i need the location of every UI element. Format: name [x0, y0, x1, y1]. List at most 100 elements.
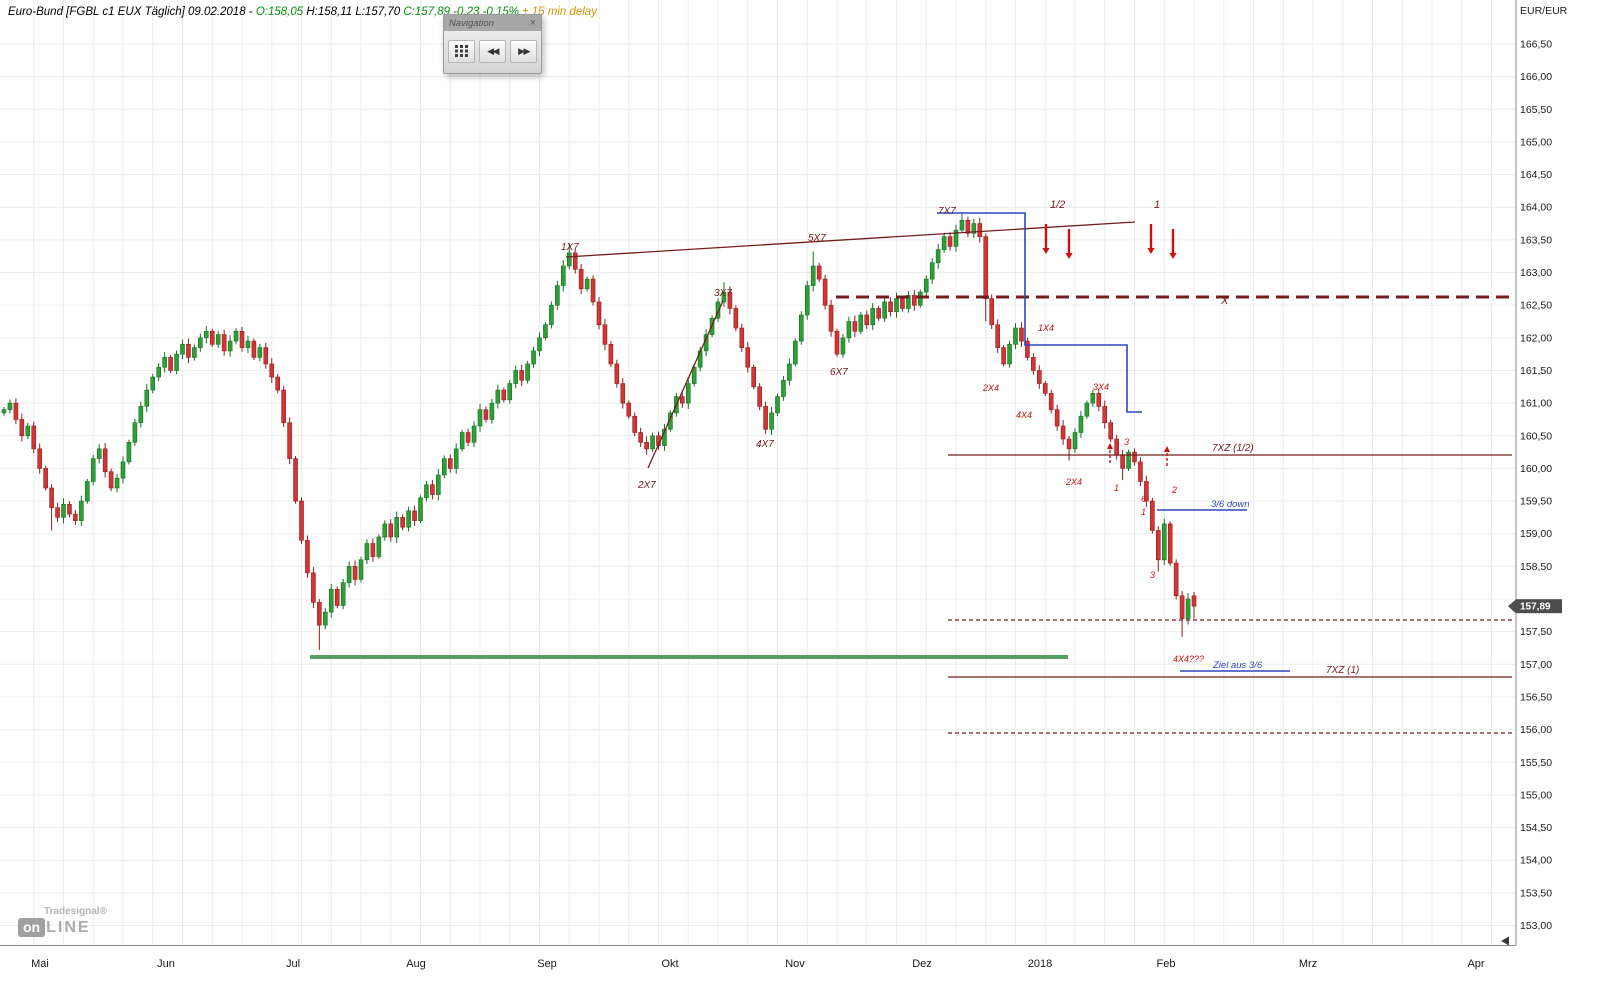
- price-axis-label: 164,50: [1520, 169, 1552, 181]
- candle: [608, 344, 614, 365]
- candle: [721, 291, 727, 303]
- time-axis-label: Mai: [31, 958, 49, 970]
- candle: [1132, 451, 1137, 463]
- trendline-okt-rally: [647, 300, 724, 469]
- price-axis-label: 166,00: [1520, 71, 1552, 83]
- candle: [96, 448, 102, 459]
- navigation-title: Navigation: [449, 17, 494, 29]
- price-marker-notch: [1508, 599, 1516, 614]
- candle: [352, 566, 358, 580]
- chart-annotation: 1: [1141, 507, 1146, 517]
- grid-icon: [455, 44, 468, 59]
- navigation-panel-header[interactable]: Navigation ×: [444, 15, 541, 31]
- forward-button[interactable]: ▶▶: [510, 40, 537, 63]
- candle: [388, 523, 394, 538]
- chart-annotation: X: [1220, 295, 1229, 307]
- price-axis-label: 154,50: [1520, 822, 1552, 834]
- price-axis-label: 153,00: [1520, 920, 1552, 932]
- chart-annotation: 7X7: [938, 206, 956, 217]
- price-axis-label: 159,00: [1520, 528, 1552, 540]
- navigation-panel: Navigation × ◀◀ ▶▶: [443, 14, 542, 74]
- candle: [935, 249, 941, 264]
- candle: [55, 507, 60, 518]
- candle: [590, 278, 596, 303]
- candle: [73, 513, 78, 521]
- candle: [626, 402, 632, 417]
- candle: [453, 448, 459, 469]
- chart-annotation: Ziel aus 3/6: [1212, 660, 1263, 671]
- up-arrow-head: [1107, 443, 1113, 449]
- price-axis-label: 166,50: [1520, 39, 1552, 51]
- candle: [1090, 393, 1096, 404]
- candle: [549, 304, 554, 326]
- candle: [804, 285, 810, 316]
- axis-scroll-arrow[interactable]: [1501, 936, 1509, 946]
- candle: [412, 510, 417, 521]
- candle: [1150, 500, 1155, 531]
- candle: [602, 324, 608, 345]
- time-axis-label: Mrz: [1299, 958, 1317, 970]
- candle: [204, 331, 209, 339]
- candle: [1126, 451, 1131, 469]
- candle: [281, 389, 286, 424]
- close-icon[interactable]: ×: [529, 17, 536, 29]
- candle: [317, 601, 322, 626]
- price-axis-label: 153,50: [1520, 887, 1552, 899]
- price-axis-label: 163,00: [1520, 267, 1552, 279]
- candle: [983, 236, 989, 299]
- open-value: O:158,05: [255, 6, 307, 18]
- candle: [941, 236, 947, 250]
- rewind-button[interactable]: ◀◀: [479, 40, 506, 63]
- candle: [584, 278, 590, 290]
- price-axis-label: 161,50: [1520, 365, 1552, 377]
- candle: [192, 347, 197, 358]
- candle: [1066, 438, 1072, 450]
- tradesignal-brand-label: Tradesignal®: [44, 906, 107, 917]
- price-axis-label: 165,50: [1520, 104, 1552, 116]
- candle: [798, 314, 804, 342]
- candle: [465, 432, 471, 443]
- candle: [828, 304, 834, 332]
- candle: [108, 471, 114, 489]
- candle: [447, 458, 453, 469]
- down-arrow-head: [1065, 253, 1073, 259]
- candle: [560, 265, 566, 286]
- candle: [382, 523, 388, 538]
- price-marker-label: 157,89: [1520, 602, 1551, 613]
- candle: [287, 422, 292, 459]
- candle: [965, 219, 971, 234]
- candle: [1048, 393, 1054, 410]
- candle: [1138, 461, 1143, 482]
- price-axis-label: 157,50: [1520, 626, 1552, 638]
- down-arrow-head: [1169, 253, 1177, 259]
- candle: [186, 344, 191, 358]
- grid-view-button[interactable]: [448, 40, 475, 63]
- candle: [840, 337, 846, 355]
- candle: [620, 383, 626, 404]
- candle: [685, 383, 691, 404]
- chart-annotation: 6X7: [830, 367, 848, 378]
- instrument-label: Euro-Bund [FGBL c1 EUX Täglich] 09.02.20…: [8, 6, 256, 18]
- candle: [406, 510, 411, 528]
- candle: [822, 278, 828, 306]
- candle: [132, 422, 138, 443]
- chart-annotation: 1: [1154, 199, 1160, 211]
- candle: [953, 229, 959, 247]
- candle: [305, 539, 310, 574]
- candle: [1031, 357, 1036, 371]
- time-axis-label: Okt: [661, 958, 678, 970]
- logo-on-badge: on: [18, 918, 46, 937]
- candle: [1037, 370, 1042, 384]
- candle: [209, 331, 215, 345]
- candle: [126, 442, 132, 463]
- time-axis-label: Dez: [912, 958, 932, 970]
- candle: [114, 477, 120, 489]
- candle: [245, 340, 251, 348]
- price-axis-label: 156,50: [1520, 691, 1552, 703]
- chart-annotation: 3X7: [714, 288, 732, 299]
- time-axis-label: Aug: [406, 958, 426, 970]
- candle: [1072, 432, 1078, 450]
- candle: [477, 409, 483, 427]
- candle: [906, 295, 911, 309]
